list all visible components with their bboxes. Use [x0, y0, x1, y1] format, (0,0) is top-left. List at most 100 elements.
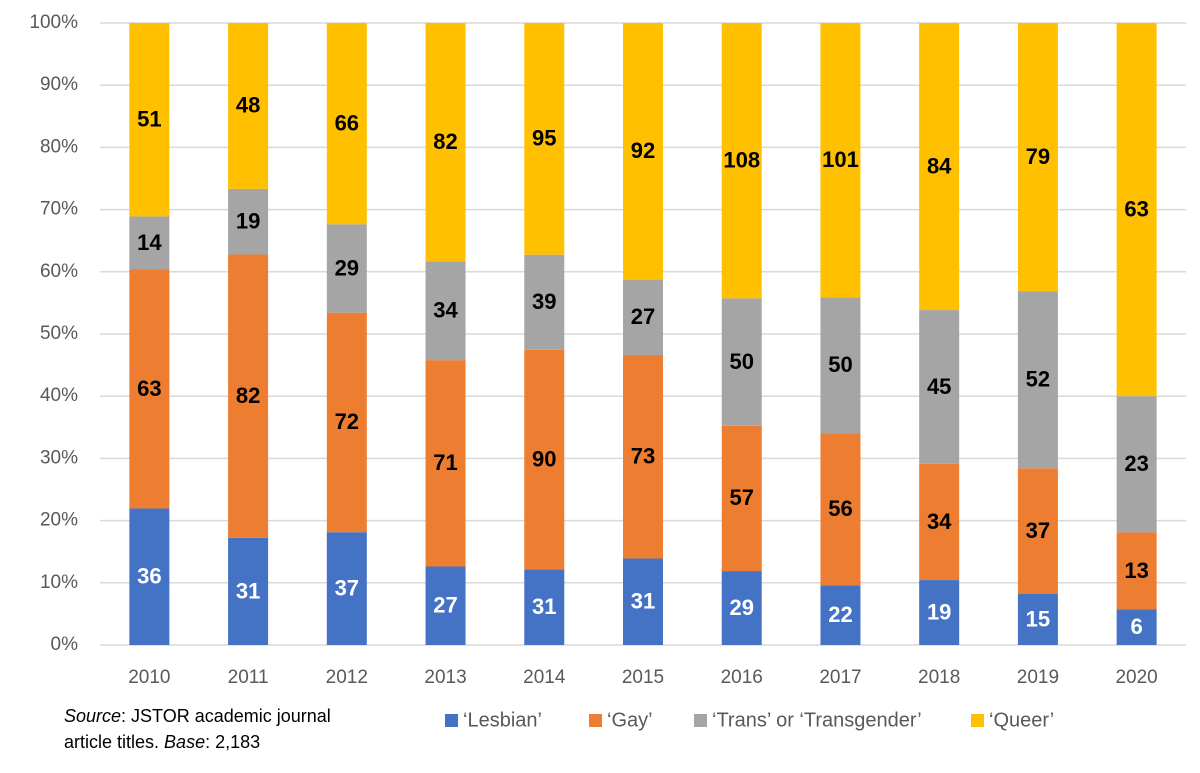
bar-segment — [1017, 291, 1058, 469]
x-tick-label: 2016 — [721, 667, 763, 688]
bar-segment — [1017, 468, 1058, 595]
data-label: 63 — [1124, 196, 1148, 221]
bar-segment — [228, 188, 269, 255]
data-label: 34 — [927, 509, 952, 534]
bar-segment — [326, 23, 367, 225]
data-label: 31 — [532, 594, 556, 619]
source-label: Source — [64, 706, 122, 726]
data-label: 95 — [532, 126, 556, 151]
bar-segment — [721, 298, 762, 426]
legend-swatch — [694, 714, 707, 727]
bar-segment — [919, 463, 960, 581]
data-label: 82 — [236, 383, 260, 408]
bar-segment — [623, 23, 663, 280]
legend-swatch — [445, 714, 458, 727]
x-tick-label: 2014 — [523, 667, 566, 688]
y-tick-label: 0% — [51, 634, 79, 655]
bar-segment — [1017, 23, 1058, 292]
data-label: 37 — [335, 575, 359, 600]
y-tick-label: 100% — [29, 12, 78, 33]
y-tick-label: 50% — [40, 323, 78, 344]
bar-segment — [524, 23, 565, 255]
y-tick-label: 40% — [40, 385, 78, 406]
bar-segment — [425, 360, 466, 567]
data-label: 50 — [729, 349, 753, 374]
data-label: 29 — [335, 255, 359, 280]
data-label: 19 — [236, 209, 260, 234]
x-tick-label: 2012 — [326, 667, 368, 688]
data-label: 79 — [1026, 144, 1050, 169]
bar-segment — [1116, 609, 1157, 645]
data-label: 15 — [1026, 606, 1050, 631]
data-label: 108 — [723, 147, 760, 172]
bar-segment — [919, 580, 960, 645]
bar-segment — [228, 254, 269, 538]
data-label: 27 — [631, 304, 655, 329]
bar-segment — [425, 261, 466, 361]
y-tick-label: 30% — [40, 447, 78, 468]
data-label: 84 — [927, 153, 952, 178]
data-label: 82 — [433, 129, 457, 154]
data-label: 52 — [1026, 367, 1050, 392]
bar-segment — [721, 571, 762, 645]
data-label: 90 — [532, 446, 556, 471]
data-label: 27 — [433, 593, 457, 618]
bar-segment — [129, 23, 170, 217]
data-label: 34 — [433, 298, 458, 323]
bar-segment — [820, 585, 861, 645]
source-text: : JSTOR academic journal article titles. — [64, 706, 331, 752]
bar-segment — [820, 297, 861, 434]
bar-segment — [425, 566, 466, 645]
bar-segment — [1116, 396, 1157, 533]
source-note: Source: JSTOR academic journal article t… — [64, 703, 364, 755]
x-tick-label: 2018 — [918, 667, 960, 688]
x-tick-label: 2020 — [1115, 667, 1157, 688]
y-tick-label: 90% — [40, 74, 78, 95]
bar-segment — [129, 216, 170, 270]
data-label: 101 — [822, 147, 859, 172]
data-label: 72 — [335, 409, 359, 434]
data-label: 92 — [631, 138, 655, 163]
data-label: 66 — [335, 110, 359, 135]
bar-segment — [919, 310, 960, 464]
bar-segment — [623, 354, 663, 559]
x-tick-label: 2010 — [128, 667, 170, 688]
y-tick-label: 80% — [40, 136, 78, 157]
data-label: 31 — [631, 589, 655, 614]
bar-segment — [129, 508, 170, 645]
bar-segment — [721, 425, 762, 572]
data-label: 37 — [1026, 518, 1050, 543]
legend-label: ‘Gay’ — [607, 709, 653, 731]
legend-label: ‘Lesbian’ — [463, 709, 542, 731]
base-label: Base — [164, 732, 206, 752]
data-label: 22 — [828, 602, 852, 627]
data-label: 45 — [927, 374, 951, 399]
x-tick-label: 2015 — [622, 667, 664, 688]
bar-segment — [326, 312, 367, 533]
data-label: 36 — [137, 564, 161, 589]
data-label: 14 — [137, 230, 162, 255]
data-label: 39 — [532, 289, 556, 314]
data-label: 13 — [1124, 558, 1148, 583]
legend-label: ‘Queer’ — [989, 709, 1054, 731]
legend-swatch — [589, 714, 602, 727]
bar-segment — [228, 23, 269, 189]
data-label: 50 — [828, 352, 852, 377]
data-label: 19 — [927, 599, 951, 624]
bar-segment — [524, 349, 565, 570]
data-label: 51 — [137, 107, 161, 132]
data-label: 63 — [137, 376, 161, 401]
data-label: 31 — [236, 578, 260, 603]
legend-swatch — [971, 714, 984, 727]
data-label: 57 — [729, 485, 753, 510]
legend-label: ‘Trans’ or ‘Transgender’ — [712, 709, 922, 731]
data-label: 71 — [433, 450, 457, 475]
bar-segment — [228, 537, 269, 645]
bar-segment — [524, 569, 565, 645]
data-label: 73 — [631, 444, 655, 469]
bar-segment — [820, 23, 861, 298]
bar-segment — [326, 224, 367, 313]
x-tick-label: 2011 — [228, 667, 269, 688]
bar-segment — [1017, 594, 1058, 645]
